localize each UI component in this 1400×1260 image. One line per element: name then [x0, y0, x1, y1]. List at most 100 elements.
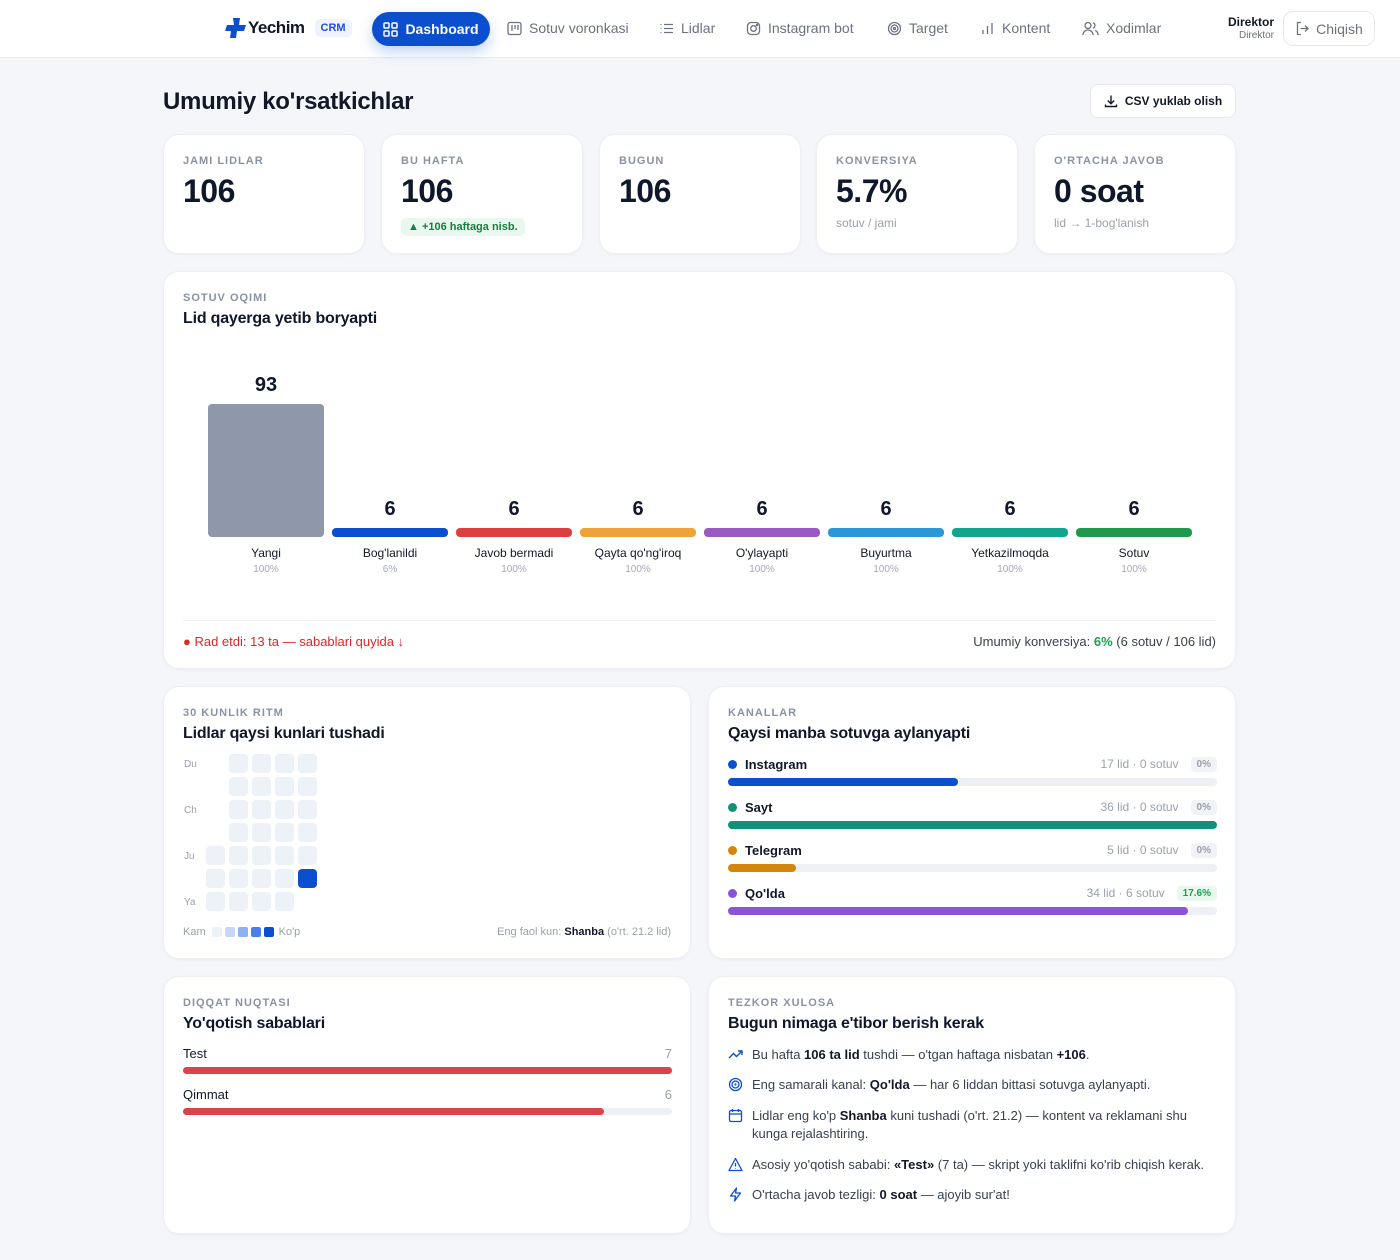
- channel-dot: [728, 888, 737, 898]
- card-title: Bugun nimaga e'tibor berish kerak: [728, 1015, 984, 1032]
- funnel-stage-label: Buyurtma: [860, 546, 912, 560]
- heatmap-cell[interactable]: [206, 846, 225, 865]
- channel-row: Sayt 36 lid · 0 sotuv 0%: [728, 799, 1217, 829]
- nav-instagram-bot-label: Instagram bot: [768, 20, 854, 36]
- nav-leads[interactable]: Lidlar: [659, 20, 715, 36]
- card-kicker: DIQQAT NUQTASI: [183, 997, 291, 1009]
- growth-badge: ▲ +106 haftaga nisb.: [401, 218, 525, 236]
- funnel-bar[interactable]: [208, 404, 324, 537]
- channel-bar-fill: [728, 821, 1217, 829]
- most-active-suffix: (o'rt. 21.2 lid): [604, 926, 671, 938]
- heatmap-cell[interactable]: [275, 777, 294, 796]
- heatmap-cell[interactable]: [229, 800, 248, 819]
- heatmap-cell[interactable]: [252, 846, 271, 865]
- stat-card-conversion: KONVERSIYA 5.7% sotuv / jami: [816, 134, 1018, 254]
- heatmap-cell[interactable]: [275, 892, 294, 911]
- heatmap-cell[interactable]: [275, 754, 294, 773]
- heatmap-cell[interactable]: [252, 777, 271, 796]
- logout-button[interactable]: Chiqish: [1283, 11, 1375, 46]
- heatmap-cell[interactable]: [229, 777, 248, 796]
- heatmap-cell[interactable]: [206, 892, 225, 911]
- nav-target[interactable]: Target: [887, 20, 948, 36]
- funnel-bar[interactable]: [828, 528, 944, 537]
- channel-header: Sayt 36 lid · 0 sotuv 0%: [728, 799, 1217, 815]
- heatmap-cell[interactable]: [252, 823, 271, 842]
- stat-card-this-week: BU HAFTA 106 ▲ +106 haftaga nisb.: [381, 134, 583, 254]
- funnel-bar[interactable]: [952, 528, 1068, 537]
- heatmap-cell[interactable]: [252, 869, 271, 888]
- funnel-bar[interactable]: [456, 528, 572, 537]
- heatmap-cell[interactable]: [206, 869, 225, 888]
- heatmap-cell[interactable]: [229, 754, 248, 773]
- funnel-stage-percent: 6%: [382, 564, 398, 575]
- nav-staff[interactable]: Xodimlar: [1082, 20, 1161, 36]
- heatmap-cell[interactable]: [298, 800, 317, 819]
- heatmap-cell[interactable]: [275, 846, 294, 865]
- channel-conversion-badge: 0%: [1190, 756, 1217, 772]
- summary-item: Bu hafta 106 ta lid tushdi — o'tgan haft…: [728, 1046, 1218, 1064]
- heatmap-legend: Kam Ko'p: [183, 926, 300, 938]
- legend-swatch: [250, 927, 261, 937]
- stat-subtitle: lid → 1-bog'lanish: [1054, 216, 1150, 230]
- heatmap-cell[interactable]: [298, 846, 317, 865]
- bar-chart-icon: [982, 22, 993, 34]
- sales-funnel-card: SOTUV OQIMI Lid qayerga yetib boryapti 9…: [163, 271, 1236, 669]
- funnel-bar-value: 6: [1128, 498, 1140, 520]
- nav-dashboard[interactable]: Dashboard: [372, 12, 490, 46]
- heatmap-cell[interactable]: [252, 754, 271, 773]
- funnel-stage-percent: 100%: [253, 564, 279, 575]
- summary-item: O'rtacha javob tezligi: 0 soat — ajoyib …: [728, 1186, 1218, 1204]
- conversion-prefix: Umumiy konversiya:: [973, 634, 1094, 649]
- heatmap-cell[interactable]: [298, 823, 317, 842]
- funnel-bar-value: 6: [384, 498, 396, 520]
- heatmap-cell[interactable]: [298, 754, 317, 773]
- most-active-day: Eng faol kun: Shanba (o'rt. 21.2 lid): [497, 926, 671, 938]
- nav-content[interactable]: Kontent: [980, 20, 1050, 36]
- users-icon: [1082, 21, 1099, 35]
- funnel-bar[interactable]: [1076, 528, 1192, 537]
- summary-highlight: Qo'lda: [869, 1077, 910, 1092]
- list-icon: [660, 23, 673, 33]
- dashboard-icon: [383, 21, 399, 37]
- funnel-bar[interactable]: [332, 528, 448, 537]
- summary-item: Eng samarali kanal: Qo'lda — har 6 lidda…: [728, 1076, 1218, 1094]
- funnel-bar-value: 6: [508, 498, 520, 520]
- csv-download-button[interactable]: CSV yuklab olish: [1090, 84, 1236, 118]
- conversion-suffix: (6 sotuv / 106 lid): [1112, 634, 1216, 649]
- heatmap-cell[interactable]: [252, 892, 271, 911]
- total-conversion: Umumiy konversiya: 6% (6 sotuv / 106 lid…: [973, 634, 1216, 649]
- summary-item: Lidlar eng ko'p Shanba kuni tushadi (o'r…: [728, 1107, 1218, 1143]
- divider: [183, 620, 1216, 621]
- summary-fragment: Bu hafta: [752, 1047, 805, 1062]
- summary-highlight: 0 soat: [879, 1187, 918, 1202]
- stat-label: O'RTACHA JAVOB: [1054, 155, 1165, 167]
- funnel-bar[interactable]: [704, 528, 820, 537]
- heatmap-cell[interactable]: [275, 869, 294, 888]
- heatmap-cell[interactable]: [229, 869, 248, 888]
- channel-name: Sayt: [745, 799, 773, 815]
- funnel-bar[interactable]: [580, 528, 696, 537]
- heatmap-cell[interactable]: [229, 823, 248, 842]
- conversion-value: 6%: [1093, 634, 1113, 649]
- channel-bar-track: [728, 821, 1217, 829]
- download-icon: [1104, 95, 1118, 108]
- brand-logo[interactable]: Yechim CRM: [225, 17, 352, 39]
- heatmap-cell[interactable]: [229, 892, 248, 911]
- heatmap-cell[interactable]: [275, 800, 294, 819]
- summary-text: Asosiy yo'qotish sababi: «Test» (7 ta) —…: [752, 1156, 1204, 1174]
- rejected-note[interactable]: ● Rad etdi: 13 ta — sabablari quyida ↓: [183, 634, 405, 649]
- heatmap-cell[interactable]: [229, 846, 248, 865]
- funnel-stage-percent: 100%: [997, 564, 1023, 575]
- channel-row: Telegram 5 lid · 0 sotuv 0%: [728, 842, 1217, 872]
- nav-instagram-bot[interactable]: Instagram bot: [746, 20, 854, 36]
- summary-highlight: «Test»: [893, 1157, 935, 1172]
- channel-bar-track: [728, 864, 1217, 872]
- heatmap-cell[interactable]: [275, 823, 294, 842]
- most-active-value: Shanba: [564, 926, 605, 938]
- nav-sales-funnel[interactable]: Sotuv voronkasi: [507, 20, 629, 36]
- heatmap-cell[interactable]: [298, 777, 317, 796]
- reason-bar-track: [183, 1067, 672, 1074]
- heatmap-cell[interactable]: [298, 869, 317, 888]
- heatmap-cell[interactable]: [252, 800, 271, 819]
- legend-swatch: [224, 927, 235, 937]
